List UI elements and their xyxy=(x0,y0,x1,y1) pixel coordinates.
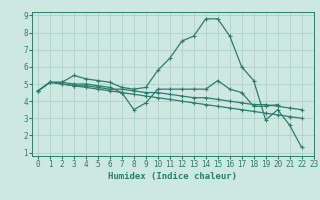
X-axis label: Humidex (Indice chaleur): Humidex (Indice chaleur) xyxy=(108,172,237,181)
